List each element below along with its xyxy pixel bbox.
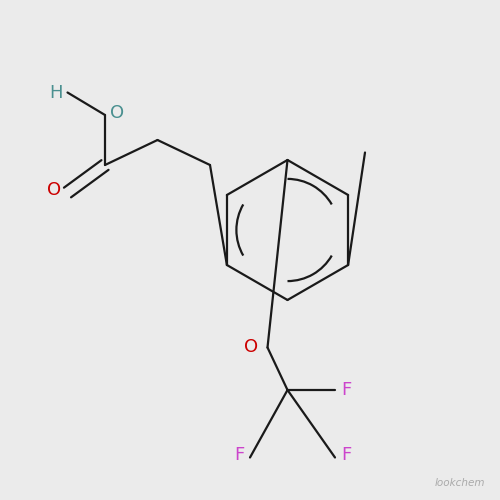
Text: O: O — [110, 104, 124, 122]
Text: H: H — [49, 84, 62, 102]
Text: F: F — [341, 446, 351, 464]
Text: F: F — [235, 446, 245, 464]
Text: lookchem: lookchem — [434, 478, 485, 488]
Text: O: O — [48, 181, 62, 199]
Text: F: F — [341, 381, 351, 399]
Text: O: O — [244, 338, 258, 356]
